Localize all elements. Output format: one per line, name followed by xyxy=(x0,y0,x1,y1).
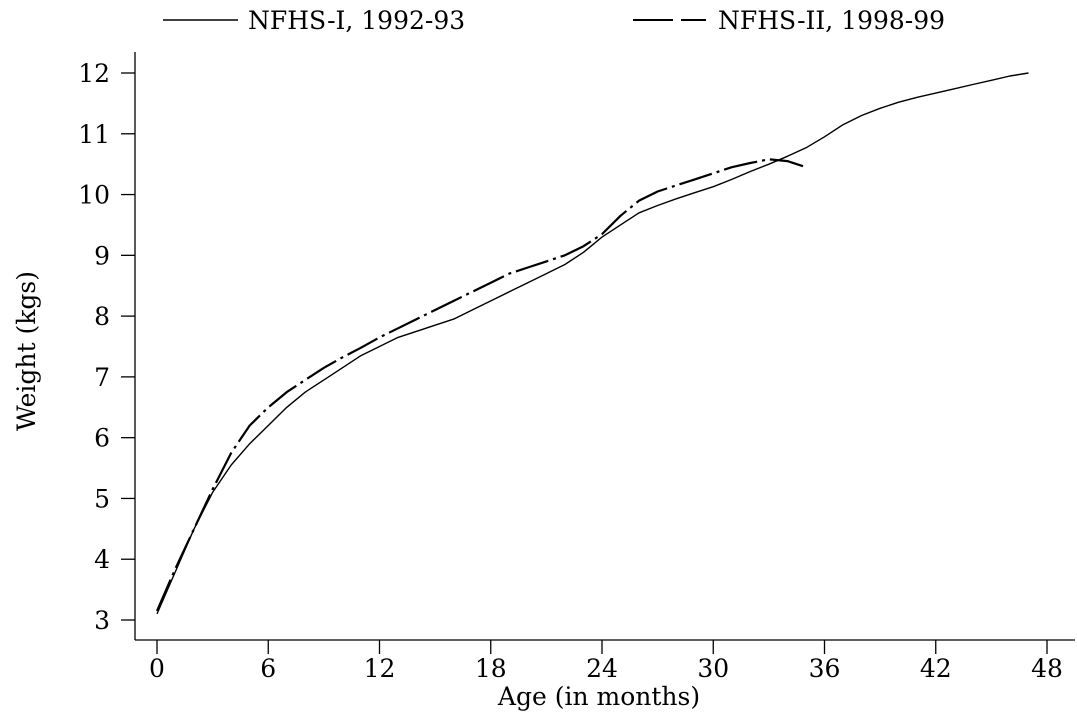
plot-area xyxy=(155,72,1029,615)
x-tick-label: 36 xyxy=(809,654,841,683)
x-tick-label: 6 xyxy=(260,654,276,683)
y-tick-label: 12 xyxy=(78,59,110,88)
y-tick-label: 6 xyxy=(94,424,110,453)
x-tick-label: 30 xyxy=(697,654,729,683)
y-tick-label: 5 xyxy=(94,484,110,513)
x-tick-label: 42 xyxy=(920,654,952,683)
series-line-nfhs-i xyxy=(156,72,1029,615)
y-tick-label: 8 xyxy=(94,302,110,331)
y-axis-title: Weight (kgs) xyxy=(12,271,41,431)
y-tick-label: 4 xyxy=(94,545,110,574)
x-tick-label: 24 xyxy=(586,654,618,683)
x-tick-label: 0 xyxy=(149,654,165,683)
y-ticks: 3 4 5 6 7 8 9 10 11 12 xyxy=(78,59,135,635)
x-axis-title: Age (in months) xyxy=(497,682,700,711)
y-tick-label: 11 xyxy=(78,120,110,149)
x-tick-label: 48 xyxy=(1031,654,1063,683)
y-tick-label: 7 xyxy=(94,363,110,392)
x-ticks: 0 6 12 18 24 30 36 42 48 xyxy=(149,640,1063,683)
y-tick-label: 10 xyxy=(78,181,110,210)
y-tick-label: 9 xyxy=(94,241,110,270)
x-tick-label: 18 xyxy=(475,654,507,683)
legend: NFHS-I, 1992-93 NFHS-II, 1998-99 xyxy=(163,6,945,35)
axes: 3 4 5 6 7 8 9 10 11 12 0 6 12 18 24 30 36 42 48 xyxy=(78,52,1075,683)
x-tick-label: 12 xyxy=(364,654,396,683)
legend-label-nfhs-i: NFHS-I, 1992-93 xyxy=(248,6,465,35)
series-line-nfhs-ii xyxy=(155,158,807,612)
y-tick-label: 3 xyxy=(94,606,110,635)
legend-label-nfhs-ii: NFHS-II, 1998-99 xyxy=(718,6,945,35)
